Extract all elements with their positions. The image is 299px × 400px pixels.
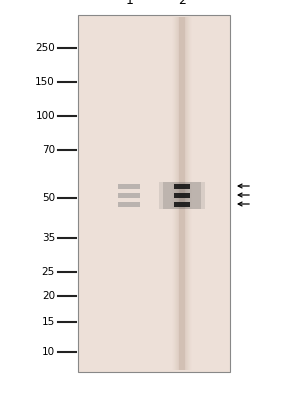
Text: 15: 15 bbox=[42, 317, 55, 327]
Bar bbox=[159, 190, 205, 200]
Bar bbox=[163, 182, 201, 190]
Text: 35: 35 bbox=[42, 233, 55, 243]
Bar bbox=[163, 200, 201, 208]
Bar bbox=[159, 182, 205, 190]
Text: 1: 1 bbox=[126, 0, 134, 7]
Text: 10: 10 bbox=[42, 347, 55, 357]
Bar bbox=[178, 17, 186, 370]
Text: 20: 20 bbox=[42, 291, 55, 301]
Bar bbox=[118, 192, 140, 198]
Bar bbox=[177, 17, 187, 370]
Text: 70: 70 bbox=[42, 145, 55, 155]
Text: 250: 250 bbox=[35, 43, 55, 53]
Bar bbox=[175, 17, 189, 370]
Bar bbox=[174, 184, 190, 188]
Bar bbox=[172, 17, 192, 370]
Text: 25: 25 bbox=[42, 267, 55, 277]
Bar bbox=[118, 202, 140, 206]
Bar bbox=[118, 184, 140, 188]
Bar bbox=[173, 17, 191, 370]
Bar bbox=[163, 190, 201, 200]
Bar bbox=[159, 200, 205, 208]
Bar bbox=[174, 192, 190, 198]
Text: 150: 150 bbox=[35, 77, 55, 87]
Text: 2: 2 bbox=[178, 0, 186, 7]
Bar bbox=[174, 17, 190, 370]
Bar bbox=[176, 17, 188, 370]
Text: 50: 50 bbox=[42, 193, 55, 203]
Bar bbox=[179, 17, 185, 370]
Bar bbox=[174, 202, 190, 206]
Bar bbox=[78, 15, 230, 372]
Text: 100: 100 bbox=[35, 111, 55, 121]
Bar bbox=[179, 17, 185, 370]
